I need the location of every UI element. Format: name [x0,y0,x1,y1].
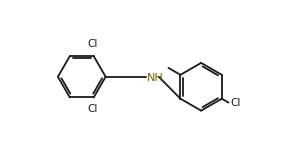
Text: NH: NH [147,73,164,83]
Text: Cl: Cl [230,98,240,108]
Text: Cl: Cl [87,104,97,114]
Text: Cl: Cl [87,39,97,49]
